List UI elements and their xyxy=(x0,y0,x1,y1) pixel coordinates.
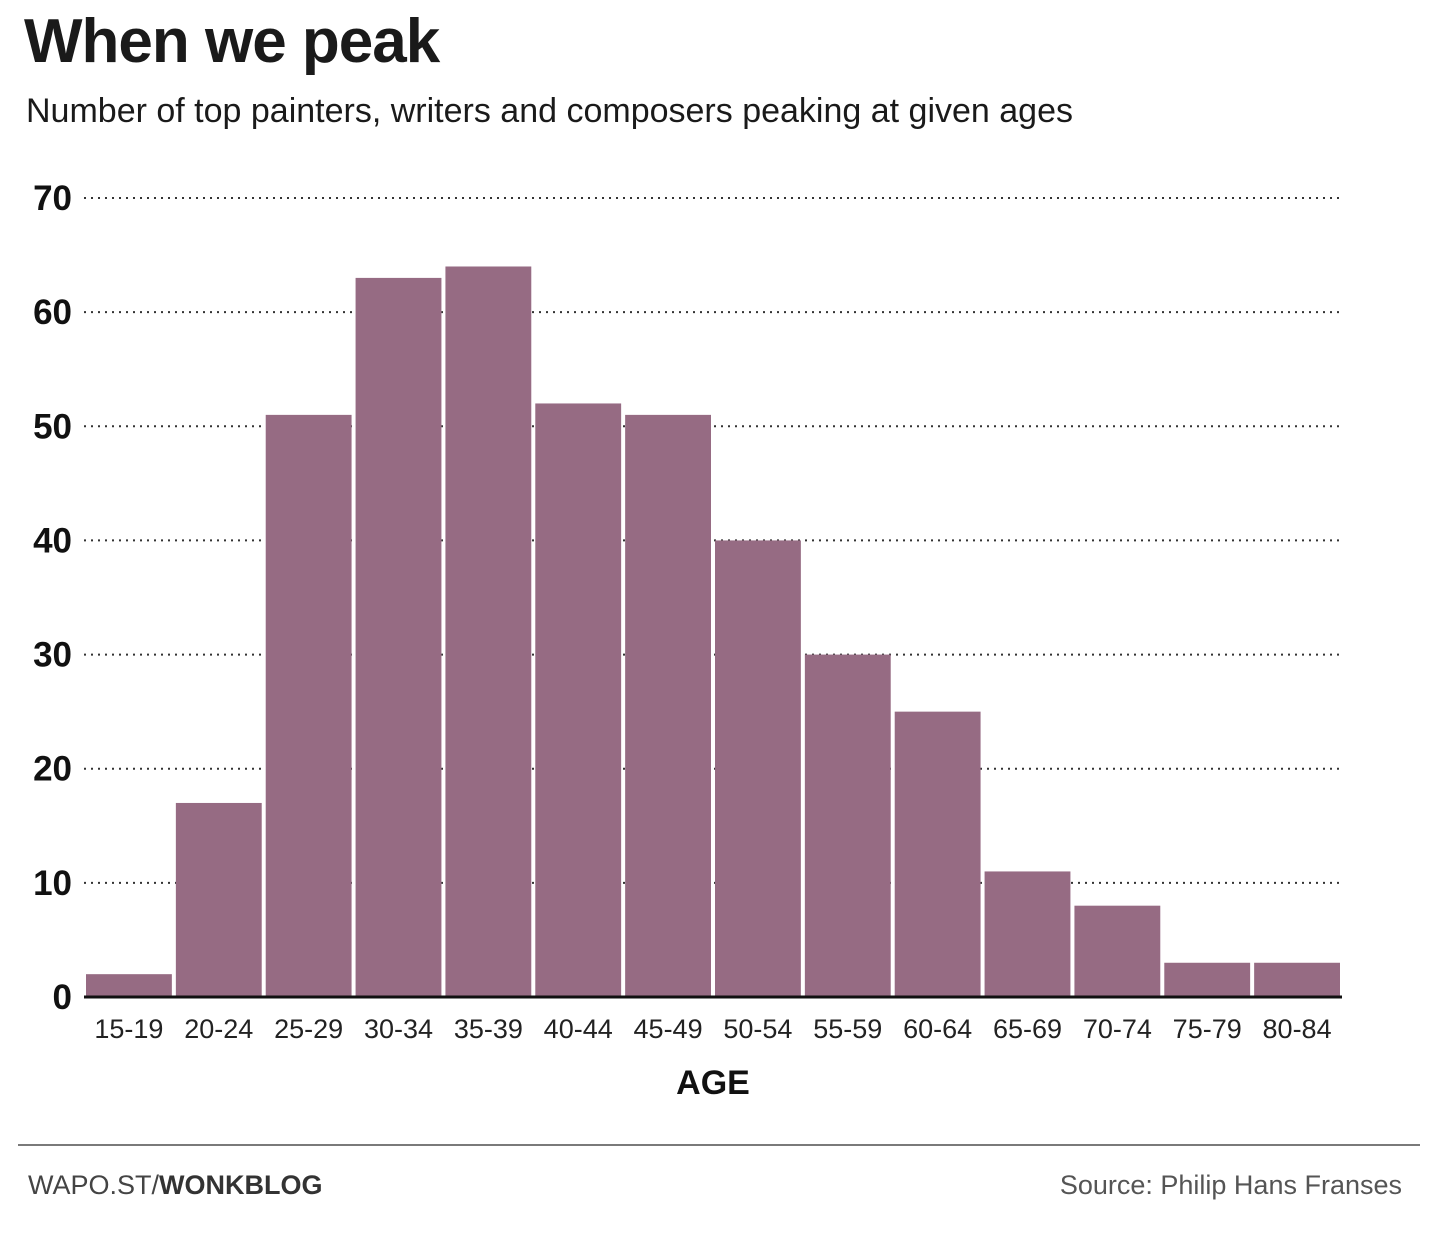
bar xyxy=(265,414,352,997)
x-tick-label: 55-59 xyxy=(813,1014,882,1044)
footer-credit: WAPO.ST/WONKBLOG xyxy=(28,1170,323,1201)
bar xyxy=(86,974,172,997)
y-tick-label: 0 xyxy=(53,978,72,1017)
x-tick-label: 15-19 xyxy=(94,1014,163,1044)
bar-chart: 0 10 20 30 40 50 60 70 15-19 20-24 25-29 30-34 35-3… xyxy=(33,179,1342,1102)
y-tick-label: 50 xyxy=(33,407,72,446)
x-tick-label: 40-44 xyxy=(544,1014,613,1044)
bar xyxy=(715,540,801,997)
y-tick-label: 10 xyxy=(33,864,72,903)
bar xyxy=(175,802,262,997)
x-tick-label: 50-54 xyxy=(723,1014,792,1044)
footer-credit-brand: WONKBLOG xyxy=(159,1170,323,1200)
x-axis-label: AGE xyxy=(676,1064,750,1102)
bar xyxy=(894,711,981,997)
footer-credit-prefix: WAPO.ST/ xyxy=(28,1170,160,1200)
y-tick-label: 30 xyxy=(33,636,72,675)
y-tick-label: 70 xyxy=(33,179,72,218)
y-tick-label: 60 xyxy=(33,293,72,332)
x-tick-label: 65-69 xyxy=(993,1014,1062,1044)
x-tick-label: 60-64 xyxy=(903,1014,972,1044)
bar xyxy=(804,654,891,997)
x-tick-label: 70-74 xyxy=(1083,1014,1152,1044)
x-tick-label: 35-39 xyxy=(454,1014,523,1044)
x-tick-label: 20-24 xyxy=(184,1014,253,1044)
x-axis-tick-labels: 15-19 20-24 25-29 30-34 35-39 40-44 45-49 50-54… xyxy=(94,1014,1331,1044)
chart-subtitle: Number of top painters, writers and comp… xyxy=(26,92,1073,130)
bar xyxy=(1254,962,1340,997)
y-axis-tick-labels: 0 10 20 30 40 50 60 70 xyxy=(33,179,72,1017)
y-tick-label: 20 xyxy=(33,750,72,789)
bar xyxy=(1074,905,1161,997)
bar xyxy=(984,871,1071,997)
source-note: Source: Philip Hans Franses xyxy=(1059,1170,1402,1200)
chart-title: When we peak xyxy=(24,7,440,76)
bars xyxy=(86,266,1340,997)
x-tick-label: 75-79 xyxy=(1173,1014,1242,1044)
footer-divider xyxy=(18,1144,1420,1146)
bar xyxy=(1164,962,1251,997)
x-tick-label: 25-29 xyxy=(274,1014,343,1044)
x-tick-label: 30-34 xyxy=(364,1014,433,1044)
x-tick-label: 80-84 xyxy=(1263,1014,1332,1044)
bar xyxy=(355,277,442,997)
bar xyxy=(445,266,532,997)
bar xyxy=(625,414,711,997)
x-tick-label: 45-49 xyxy=(634,1014,703,1044)
bar xyxy=(535,403,622,997)
y-tick-label: 40 xyxy=(33,521,72,560)
